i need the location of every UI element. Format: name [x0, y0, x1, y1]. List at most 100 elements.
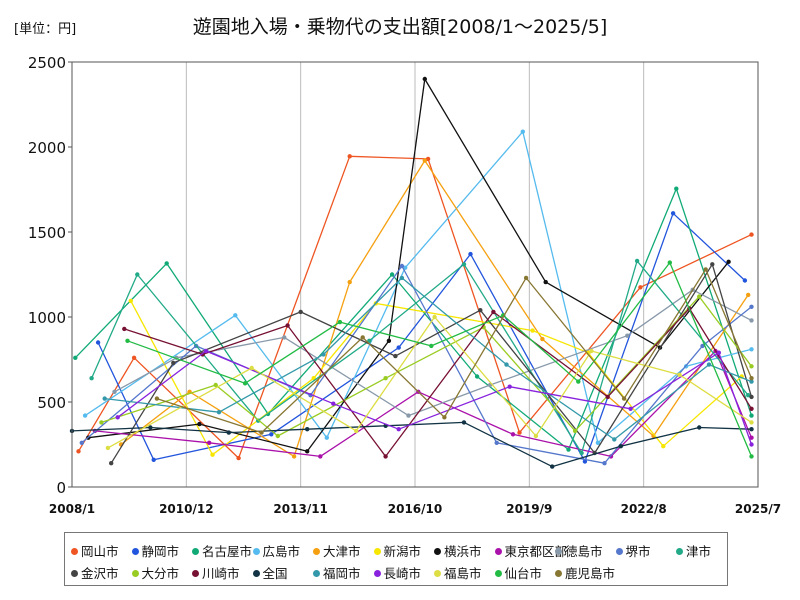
data-point-11-6 [710, 262, 715, 267]
legend-marker-icon [313, 548, 320, 555]
data-point-18-7 [749, 454, 754, 459]
data-point-12-1 [213, 382, 218, 388]
x-axis: 2008/1 2010/12 2013/11 2016/10 2019/9 2022/8 2… [49, 502, 781, 516]
data-point-0-0 [76, 449, 81, 454]
data-point-6-2 [305, 449, 310, 454]
data-point-10-7 [746, 393, 751, 398]
y-tick-label-1: 500 [37, 394, 66, 412]
legend-label: 東京都区部 [504, 544, 568, 559]
data-point-14-6 [550, 464, 555, 469]
data-point-8-7 [749, 318, 754, 323]
legend-marker-icon [252, 548, 260, 555]
legend-item-8: 徳島市 [555, 541, 603, 560]
legend-item-7: 東京都区部 [494, 541, 568, 560]
data-point-17-3 [432, 314, 437, 320]
legend-label: 岡山市 [81, 544, 119, 559]
data-point-19-5 [621, 396, 627, 401]
data-point-14-2 [226, 430, 231, 435]
data-point-15-5 [612, 437, 617, 442]
legend-label: 新潟市 [383, 544, 422, 559]
data-point-2-0 [73, 355, 78, 360]
legend-item-10: 津市 [676, 541, 711, 560]
legend-marker-icon [373, 570, 381, 577]
legend-marker-icon [131, 570, 139, 577]
legend-marker-icon [131, 548, 139, 555]
legend-label: 徳島市 [565, 544, 603, 559]
legend-marker-icon [71, 570, 78, 577]
data-point-1-4 [468, 251, 473, 257]
legend-item-6: 横浜市 [434, 541, 482, 560]
data-point-17-6 [677, 372, 682, 377]
series-line-19 [156, 268, 753, 434]
data-point-10-0 [89, 376, 94, 381]
data-point-19-0 [154, 396, 160, 401]
legend-item-0: 岡山市 [71, 541, 119, 560]
data-point-1-6 [670, 211, 676, 216]
data-point-15-7 [749, 379, 754, 384]
legend-item-12: 大分市 [131, 563, 179, 582]
data-point-16-4 [507, 384, 512, 389]
legend-marker-icon [434, 548, 441, 555]
series-15 [102, 275, 754, 442]
unit-label: [単位：円] [14, 22, 77, 37]
legend-marker-icon [555, 570, 562, 577]
series-line-17 [107, 316, 752, 449]
data-point-9-0 [79, 440, 85, 445]
data-point-11-2 [298, 309, 303, 315]
data-point-7-4 [510, 432, 516, 437]
legend-item-18: 仙台市 [494, 563, 543, 582]
series-4 [118, 158, 751, 459]
data-point-19-7 [749, 376, 754, 381]
legend-marker-icon [494, 570, 502, 577]
data-point-6-3 [386, 338, 392, 343]
x-tick-label-4: 2019/9 [506, 502, 552, 516]
data-point-6-4 [422, 76, 427, 82]
data-point-3-1 [233, 313, 238, 318]
legend-item-17: 福島市 [434, 563, 482, 582]
data-point-18-1 [242, 381, 248, 386]
data-point-6-7 [726, 259, 731, 264]
data-point-16-2 [331, 401, 336, 406]
plot-frame [71, 61, 759, 488]
data-point-12-5 [572, 428, 578, 434]
x-tick-label-1: 2010/12 [159, 502, 213, 516]
y-tick-label-0: 0 [56, 479, 66, 497]
legend-label: 川崎市 [202, 566, 240, 581]
data-point-19-4 [523, 275, 529, 281]
legend-marker-icon [313, 570, 320, 577]
data-point-15-1 [216, 410, 222, 415]
series-line-3 [84, 131, 752, 444]
data-point-14-5 [461, 420, 467, 425]
data-point-17-2 [354, 428, 359, 434]
legend-label: 金沢市 [81, 566, 119, 581]
legend-marker-icon [192, 548, 199, 555]
legend-label: 仙台市 [504, 566, 543, 581]
data-point-2-4 [474, 374, 480, 379]
data-point-0-1 [131, 355, 137, 360]
series-2 [73, 186, 754, 452]
data-point-4-7 [746, 292, 751, 298]
data-point-16-6 [716, 350, 721, 355]
series-line-7 [94, 350, 753, 458]
data-point-4-4 [422, 158, 427, 163]
data-point-10-1 [135, 272, 140, 277]
y-axis: 0 500 1000 1500 2000 2500 [28, 54, 72, 497]
data-point-16-7 [749, 442, 754, 447]
legend-item-3: 広島市 [252, 541, 300, 560]
data-point-19-2 [360, 335, 365, 340]
data-point-14-1 [148, 425, 153, 430]
series-line-13 [124, 307, 753, 458]
data-point-0-7 [749, 232, 754, 237]
series-line-11 [110, 263, 753, 464]
series-18 [125, 260, 754, 459]
data-point-18-2 [337, 319, 343, 325]
data-point-14-7 [618, 444, 623, 449]
series-line-9 [81, 265, 752, 464]
chart-title: 遊園地入場・乗物代の支出額[2008/1～2025/5] [192, 16, 608, 38]
data-point-3-5 [595, 440, 601, 445]
data-point-15-3 [399, 275, 405, 281]
data-point-7-2 [318, 454, 323, 459]
data-point-11-0 [109, 461, 114, 466]
series-line-12 [101, 295, 753, 437]
data-point-11-7 [749, 394, 754, 400]
